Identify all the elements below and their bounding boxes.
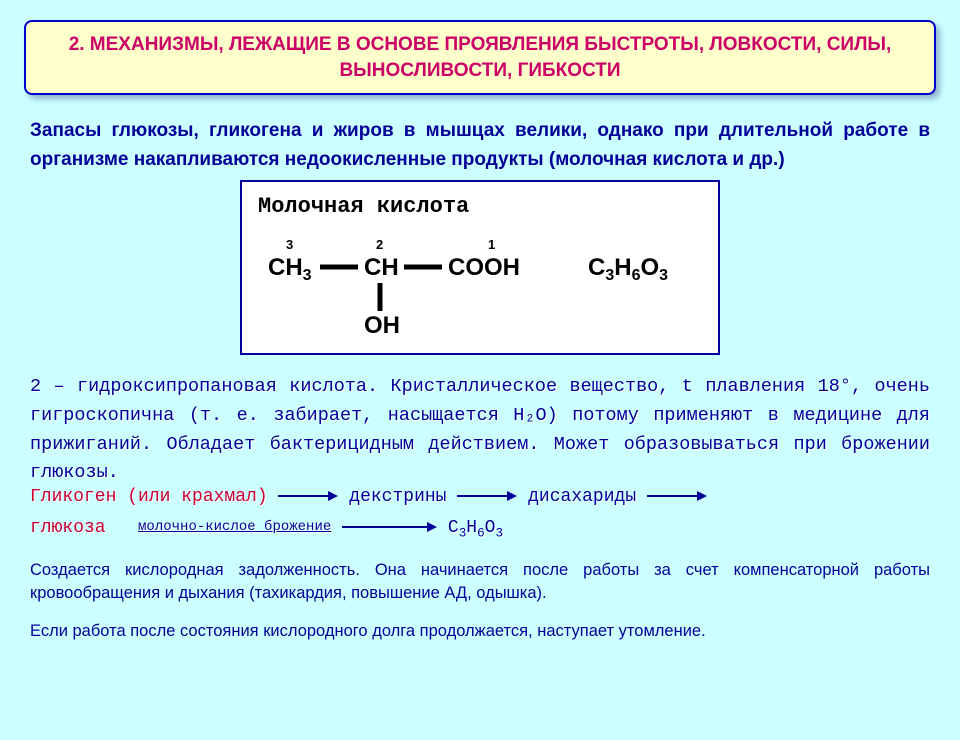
reaction-label: молочно-кислое брожение: [138, 519, 331, 535]
carbon-num-2: 2: [376, 237, 383, 252]
arrow-icon: [342, 521, 437, 533]
section-header: 2. МЕХАНИЗМЫ, ЛЕЖАЩИЕ В ОСНОВЕ ПРОЯВЛЕНИ…: [24, 20, 936, 95]
ch-text: CH: [364, 254, 399, 281]
arrow-icon: [278, 490, 338, 502]
ch3-text: CH3: [268, 254, 312, 284]
carbon-num-3: 3: [286, 237, 293, 252]
description-paragraph: 2 – гидроксипропановая кислота. Кристалл…: [30, 373, 930, 488]
oxygen-debt-paragraph: Создается кислородная задолженность. Она…: [30, 559, 930, 607]
product-lactic-acid: C3H6O3: [448, 518, 503, 538]
sum-formula: C3H6O3: [588, 254, 668, 284]
reactant-glycogen: Гликоген (или крахмал): [30, 487, 268, 507]
product-dextrins: декстрины: [349, 487, 446, 507]
intro-paragraph: Запасы глюкозы, гликогена и жиров в мышц…: [30, 117, 930, 174]
fatigue-paragraph: Если работа после состояния кислородного…: [30, 620, 930, 644]
reactant-glucose: глюкоза: [30, 518, 106, 538]
product-disaccharides: дисахариды: [528, 487, 636, 507]
carbon-num-1: 1: [488, 237, 495, 252]
reaction-scheme: Гликоген (или крахмал) декстрины дисахар…: [30, 482, 930, 545]
arrow-icon: [647, 490, 707, 502]
formula-title: Молочная кислота: [258, 194, 702, 219]
arrow-icon: [457, 490, 517, 502]
formula-box: Молочная кислота 3 2 1 CH3 CH COOH OH C3…: [240, 180, 720, 355]
cooh-text: COOH: [448, 254, 520, 281]
content-area: Запасы глюкозы, гликогена и жиров в мышц…: [0, 95, 960, 644]
section-title: 2. МЕХАНИЗМЫ, ЛЕЖАЩИЕ В ОСНОВЕ ПРОЯВЛЕНИ…: [46, 32, 914, 83]
oh-text: OH: [364, 312, 400, 335]
structural-formula: 3 2 1 CH3 CH COOH OH C3H6O3: [258, 225, 706, 335]
